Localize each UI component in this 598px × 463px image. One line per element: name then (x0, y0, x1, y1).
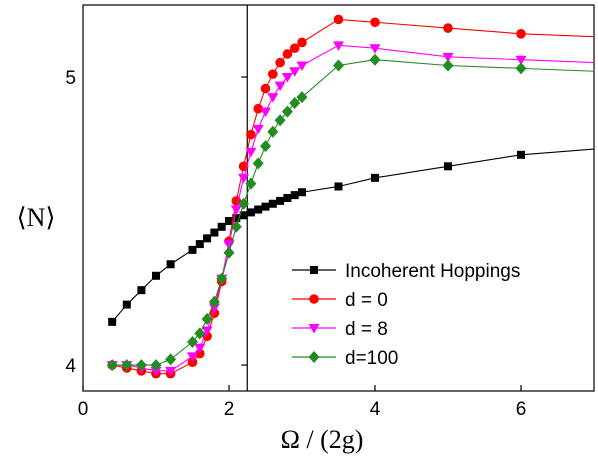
data-point (298, 188, 306, 196)
data-point (196, 240, 204, 248)
x-tick-label: 6 (516, 399, 527, 420)
data-point (203, 234, 211, 242)
data-point (276, 197, 284, 205)
y-tick-label: 4 (65, 356, 76, 377)
data-point (137, 286, 145, 294)
data-point (253, 157, 264, 169)
data-point (275, 58, 285, 68)
data-point (371, 174, 379, 182)
data-point (108, 318, 116, 326)
data-point (167, 260, 175, 268)
data-point (297, 38, 307, 48)
data-point (262, 203, 270, 211)
legend-marker (309, 324, 320, 334)
data-point (283, 194, 291, 202)
data-point (267, 126, 278, 138)
legend-label: d = 8 (345, 319, 388, 340)
legend-marker (309, 351, 320, 363)
data-point (165, 353, 176, 365)
axis-ticks: 0 2 4 6 4 5 (65, 68, 526, 420)
legend-entry: Incoherent Hoppings (292, 261, 520, 282)
data-point (516, 29, 526, 39)
data-point (218, 223, 226, 231)
data-point (516, 62, 527, 74)
y-axis-title: ⟨N⟩ (16, 203, 55, 232)
data-point (370, 54, 381, 66)
data-point (261, 84, 271, 94)
data-point (267, 93, 278, 103)
legend-label: d=100 (345, 348, 398, 369)
x-tick-label: 4 (370, 399, 381, 420)
legend: Incoherent Hoppings d = 0 d = 8 d=100 (292, 261, 520, 369)
data-point (246, 130, 256, 140)
data-point (254, 206, 262, 214)
data-point (210, 229, 218, 237)
legend-entry: d=100 (292, 348, 398, 369)
data-point (370, 17, 380, 27)
y-tick-label: 5 (65, 68, 76, 89)
legend-label: Incoherent Hoppings (345, 261, 520, 282)
data-point (224, 247, 235, 259)
x-tick-label: 0 (78, 399, 89, 420)
data-point (189, 246, 197, 254)
x-tick-label: 2 (224, 399, 235, 420)
data-point (291, 191, 299, 199)
data-point (247, 208, 255, 216)
data-point (443, 23, 453, 33)
data-point (334, 15, 344, 25)
data-point (260, 108, 271, 118)
x-axis-title: Ω / (2g) (281, 425, 364, 454)
legend-marker (309, 294, 319, 304)
legend-label: d = 0 (345, 290, 388, 311)
legend-entry: d = 8 (292, 319, 388, 340)
data-point (269, 200, 277, 208)
data-point (335, 182, 343, 190)
data-point (268, 69, 278, 79)
data-point (260, 140, 271, 152)
data-point (152, 272, 160, 280)
data-point (443, 59, 454, 71)
data-point (123, 301, 131, 309)
data-point (517, 151, 525, 159)
legend-marker (310, 266, 318, 274)
legend-entry: d = 0 (292, 290, 388, 311)
data-point (275, 82, 286, 92)
data-point (333, 59, 344, 71)
data-point (107, 359, 118, 371)
data-point (444, 162, 452, 170)
